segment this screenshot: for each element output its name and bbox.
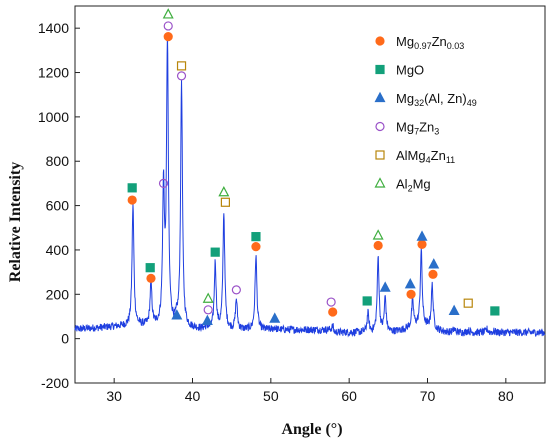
marker-mg32 [201, 314, 213, 326]
x-tick-label: 30 [106, 388, 122, 404]
marker-mgo [362, 296, 372, 306]
marker-mg32 [428, 258, 440, 269]
marker-mgzn [251, 242, 261, 252]
legend-marker-mg7zn3 [375, 121, 385, 132]
marker-mg32 [269, 312, 281, 323]
y-tick-label: 1400 [38, 20, 69, 36]
marker-mg32 [171, 309, 183, 320]
marker-mg7zn3 [203, 305, 213, 315]
marker-mg32 [379, 281, 391, 292]
marker-mgzn [417, 239, 427, 249]
legend-label-mgo: MgO [396, 63, 424, 78]
marker-mg7zn3 [158, 178, 169, 189]
marker-almg4zn11 [176, 61, 187, 71]
marker-mg7zn3 [326, 297, 336, 307]
marker-mg7zn3 [163, 21, 173, 31]
marker-mgo [127, 183, 137, 193]
y-axis-title: Relative Intensity [7, 162, 24, 282]
y-tick-label: -200 [41, 375, 69, 391]
y-tick-label: 600 [46, 198, 70, 214]
marker-mg7zn3 [231, 285, 241, 295]
marker-mgzn [328, 307, 338, 317]
legend-marker-almg4zn11 [375, 150, 385, 160]
axes: 30 40 50 60 70 80 -200 0 200 400 600 800 1000 1200 140… [38, 20, 514, 404]
x-tick-label: 40 [185, 388, 201, 404]
legend-label-almg4zn11: AlMg4Zn11 [396, 148, 455, 165]
y-tick-label: 0 [61, 331, 69, 347]
marker-mgzn [406, 289, 416, 299]
marker-mgo [490, 306, 500, 316]
plot-frame [74, 5, 546, 384]
marker-mgzn [428, 269, 438, 279]
y-tick-label: 400 [46, 242, 70, 258]
legend-marker-al2mg [374, 177, 386, 188]
y-tick-label: 200 [46, 286, 70, 302]
marker-mgo [145, 263, 155, 273]
marker-mgo [251, 232, 261, 242]
x-tick-label: 70 [420, 388, 436, 404]
legend-label-mgzn: Mg0.97Zn0.03 [396, 34, 464, 51]
marker-mg32 [416, 230, 428, 241]
legend-label-mg7zn3: Mg7Zn3 [396, 120, 439, 137]
y-tick-label: 800 [46, 153, 70, 169]
x-tick-label: 50 [263, 388, 279, 404]
phase-markers [127, 8, 500, 326]
marker-mgzn [127, 195, 137, 205]
y-tick-label: 1000 [38, 109, 69, 125]
marker-al2mg [218, 185, 230, 197]
legend-label-mg32: Mg32(Al, Zn)49 [396, 91, 477, 108]
marker-mgzn [163, 32, 173, 42]
x-axis-title: Angle (°) [281, 421, 342, 438]
xrd-intensity-line [74, 33, 546, 338]
legend-marker-mgo [375, 64, 385, 75]
marker-al2mg [202, 292, 214, 303]
plot-border [74, 5, 546, 384]
marker-mg7zn3 [176, 71, 187, 81]
legend-marker-mgzn [375, 36, 385, 46]
legend: Mg0.97Zn0.03 MgO Mg32(Al, Zn)49 Mg7Zn3 AlMg4… [374, 34, 477, 194]
marker-al2mg [372, 229, 384, 240]
marker-mgzn [373, 240, 383, 251]
intensity-curve-group [74, 33, 546, 338]
x-tick-label: 80 [498, 388, 514, 404]
marker-mgo [210, 247, 220, 257]
x-tick-label: 60 [341, 388, 357, 404]
marker-almg4zn11 [220, 197, 230, 207]
marker-mg32 [448, 304, 460, 316]
marker-mg32 [404, 278, 416, 289]
marker-mgzn [146, 273, 156, 283]
marker-al2mg [162, 8, 174, 19]
legend-label-al2mg: Al2Mg [396, 177, 431, 194]
legend-marker-mg32 [374, 91, 386, 103]
marker-almg4zn11 [463, 298, 473, 308]
y-tick-label: 1200 [38, 65, 69, 81]
